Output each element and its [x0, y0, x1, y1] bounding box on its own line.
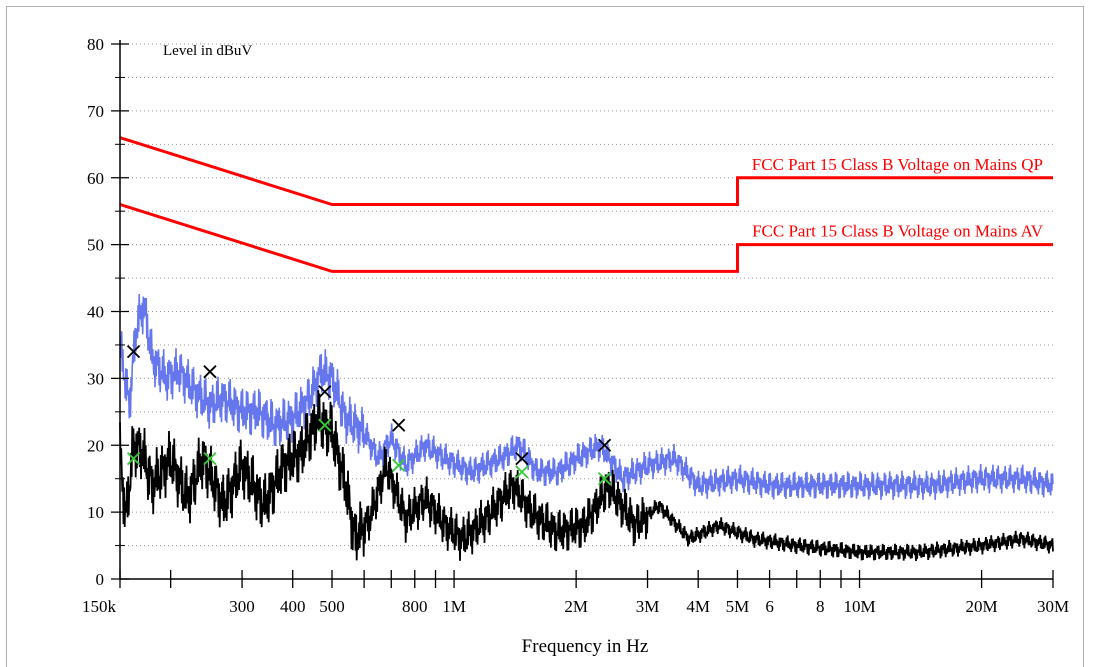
chart-frame	[6, 6, 1084, 667]
y-tick-label: 50	[87, 236, 104, 255]
limit-label: FCC Part 15 Class B Voltage on Mains AV	[752, 222, 1044, 241]
y-tick-label: 40	[87, 303, 104, 322]
limit-label: FCC Part 15 Class B Voltage on Mains QP	[752, 155, 1043, 174]
marker-qp	[318, 385, 332, 399]
y-axis-label: Level in dBuV	[163, 43, 252, 59]
series-line	[119, 293, 1054, 500]
x-tick-label: 3M	[636, 597, 660, 616]
limit-line	[119, 203, 1053, 273]
x-tick-label: 1M	[442, 597, 466, 616]
y-tick-label: 20	[87, 436, 104, 455]
y-tick-label: 0	[96, 570, 105, 589]
x-tick-label: 300	[229, 597, 255, 616]
markers	[126, 344, 612, 486]
marker-qp	[203, 365, 217, 379]
x-tick-label: 2M	[564, 597, 588, 616]
x-tick-label: 5M	[726, 597, 750, 616]
x-tick-label: 800	[402, 597, 428, 616]
marker-av	[597, 472, 612, 486]
series-lines	[119, 293, 1054, 561]
x-tick-label: 30M	[1037, 597, 1069, 616]
x-axis-label: Frequency in Hz	[522, 636, 649, 657]
y-tick-label: 30	[87, 369, 104, 388]
axes	[111, 40, 1054, 588]
x-tick-label: 500	[319, 597, 345, 616]
marker-av	[515, 465, 529, 479]
y-tick-label: 80	[87, 35, 104, 54]
y-tick-label: 70	[87, 102, 104, 121]
limit-line	[119, 136, 1053, 206]
limit-lines	[119, 136, 1053, 273]
marker-qp	[126, 344, 141, 359]
marker-qp	[515, 451, 529, 466]
marker-av	[392, 458, 406, 472]
grid-lines	[120, 43, 1053, 547]
x-tick-label: 150k	[82, 597, 117, 616]
x-tick-label: 10M	[843, 597, 875, 616]
x-tick-label: 6	[765, 597, 774, 616]
marker-av	[318, 418, 332, 432]
text-labels: 0 10 20 30 40 50 60 70 80 150k 300 400 500 800 1M 2M 3M 4…	[82, 35, 1069, 616]
marker-av	[203, 451, 217, 466]
y-tick-label: 60	[87, 169, 104, 188]
marker-av	[126, 451, 141, 466]
x-tick-label: 8	[816, 597, 825, 616]
x-tick-label: 20M	[966, 597, 998, 616]
series-line	[119, 390, 1054, 561]
marker-qp	[597, 438, 612, 452]
x-tick-label: 400	[280, 597, 306, 616]
marker-qp	[392, 418, 406, 432]
y-tick-label: 10	[87, 503, 104, 522]
x-tick-label: 4M	[686, 597, 710, 616]
